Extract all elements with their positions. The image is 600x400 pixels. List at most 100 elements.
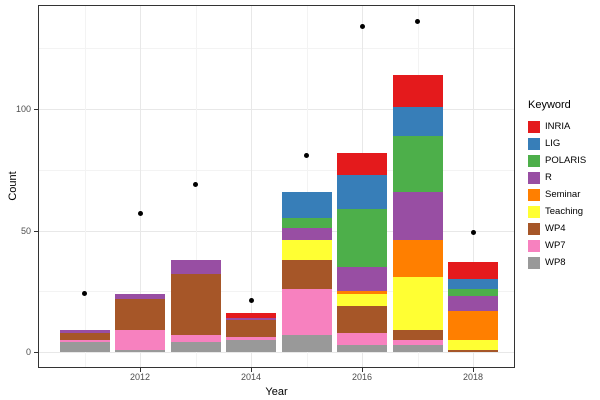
bar-segment xyxy=(337,344,387,352)
gridline-vertical xyxy=(473,6,474,367)
plot-panel xyxy=(38,5,515,368)
x-axis-title: Year xyxy=(265,386,288,398)
bar-segment xyxy=(392,339,443,345)
bar-segment xyxy=(448,310,498,340)
bar-segment xyxy=(392,74,443,107)
legend-key-swatch xyxy=(528,222,540,235)
bar-segment xyxy=(281,191,332,219)
legend-item-label: R xyxy=(545,171,552,183)
y-axis-tick xyxy=(34,109,38,110)
legend-item: R xyxy=(528,169,586,186)
x-axis-tick-label: 2014 xyxy=(240,372,262,382)
bar-segment xyxy=(281,288,332,335)
bar-segment xyxy=(115,349,165,352)
bar-segment xyxy=(448,279,498,289)
bar-segment xyxy=(59,330,110,333)
legend-item-label: WP8 xyxy=(545,256,566,268)
legend-item: LIG xyxy=(528,135,586,152)
bar-segment xyxy=(448,296,498,311)
bar-segment xyxy=(392,135,443,192)
x-axis-tick xyxy=(473,368,474,372)
gridline-minor xyxy=(39,169,514,171)
bar-segment xyxy=(281,218,332,229)
bar-segment xyxy=(448,262,498,280)
data-point xyxy=(470,230,476,236)
legend-key-swatch xyxy=(528,205,540,218)
y-axis-tick-label: 0 xyxy=(25,347,31,357)
gridline-minor xyxy=(39,291,514,293)
bar-segment xyxy=(59,342,110,352)
x-axis-tick-label: 2012 xyxy=(129,372,151,382)
legend-key-swatch xyxy=(528,171,540,184)
bar-segment xyxy=(337,152,387,175)
legend: Keyword INRIA LIG POLARIS R Seminar Teaching W… xyxy=(528,99,586,271)
legend-item-label: WP4 xyxy=(545,222,566,234)
bar-segment xyxy=(59,332,110,340)
bar-segment xyxy=(337,305,387,333)
data-point xyxy=(137,210,143,216)
bar-segment xyxy=(337,332,387,345)
bar-segment xyxy=(226,337,276,340)
legend-item-label: INRIA xyxy=(545,120,571,132)
data-point xyxy=(359,23,365,29)
data-point xyxy=(248,298,254,304)
bar-segment xyxy=(448,339,498,350)
gridline-vertical xyxy=(251,6,252,367)
legend-item: Teaching xyxy=(528,203,586,220)
legend-item-label: Teaching xyxy=(545,205,584,217)
bar-segment xyxy=(59,339,110,343)
bar-segment xyxy=(170,259,221,275)
legend-items: INRIA LIG POLARIS R Seminar Teaching WP4 WP7 WP8 xyxy=(528,118,586,271)
bar-segment xyxy=(226,320,276,338)
bar-segment xyxy=(115,298,165,331)
legend-item-label: Seminar xyxy=(545,188,581,200)
bar-segment xyxy=(448,349,498,352)
legend-item: WP8 xyxy=(528,254,586,271)
legend-item: WP4 xyxy=(528,220,586,237)
x-axis-tick xyxy=(362,368,363,372)
data-point xyxy=(193,181,198,187)
bar-segment xyxy=(226,317,276,321)
bar-segment xyxy=(170,342,221,352)
bar-segment xyxy=(337,291,387,294)
y-axis-tick-label: 100 xyxy=(15,104,31,114)
legend-item: WP7 xyxy=(528,237,586,254)
legend-item-label: LIG xyxy=(545,137,561,149)
bar-segment xyxy=(281,228,332,241)
y-axis-tick xyxy=(34,352,38,353)
gridline-vertical xyxy=(140,6,141,367)
legend-item-label: POLARIS xyxy=(545,154,587,166)
bar-segment xyxy=(281,240,332,260)
bar-segment xyxy=(392,276,443,331)
bar-segment xyxy=(392,344,443,352)
x-axis-tick-label: 2016 xyxy=(351,372,373,382)
bar-segment xyxy=(392,330,443,340)
legend-key-swatch xyxy=(528,239,540,252)
bar-segment xyxy=(337,293,387,306)
gridline-minor xyxy=(39,48,514,50)
bar-segment xyxy=(392,240,443,277)
data-point xyxy=(304,152,309,158)
bar-segment xyxy=(170,334,221,343)
bar-segment xyxy=(281,334,332,352)
legend-key-swatch xyxy=(528,256,540,269)
legend-title: Keyword xyxy=(528,99,571,111)
legend-item: INRIA xyxy=(528,118,586,135)
x-axis-tick xyxy=(140,368,141,372)
y-axis-tick xyxy=(34,230,38,232)
bar-segment xyxy=(115,293,165,299)
gridline-major xyxy=(39,352,514,353)
gridline-vertical xyxy=(306,6,308,367)
data-point xyxy=(82,291,87,297)
bar-segment xyxy=(281,259,332,289)
bar-segment xyxy=(392,191,443,241)
legend-item: POLARIS xyxy=(528,152,586,169)
y-axis-title: Count xyxy=(7,171,19,201)
gridline-vertical xyxy=(84,6,86,367)
data-point xyxy=(415,19,420,25)
bar-segment xyxy=(226,313,276,318)
legend-key-swatch xyxy=(528,137,540,150)
legend-item: Seminar xyxy=(528,186,586,203)
legend-item-label: WP7 xyxy=(545,239,566,251)
x-axis-tick-label: 2018 xyxy=(462,372,484,382)
